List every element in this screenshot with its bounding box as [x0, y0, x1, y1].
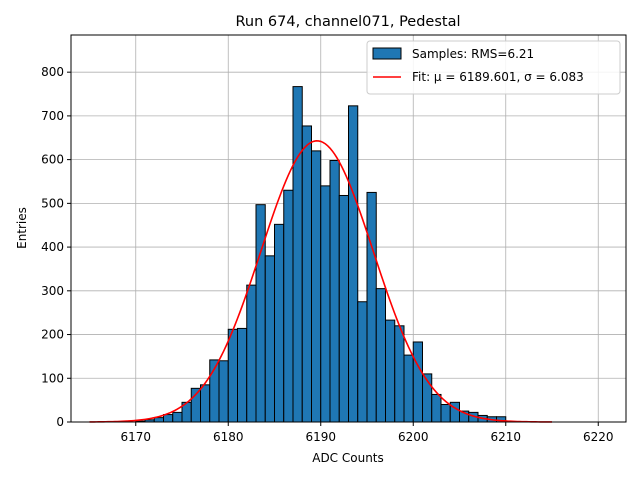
- histogram-bar: [403, 354, 414, 423]
- histogram-bar: [301, 125, 312, 423]
- x-tick-label: 6180: [213, 430, 244, 444]
- histogram-bar: [292, 86, 303, 423]
- y-tick-label: 0: [56, 415, 64, 429]
- histogram-bar: [163, 414, 174, 423]
- histogram-bar: [283, 189, 294, 423]
- bars-layer: [135, 86, 507, 423]
- histogram-bar: [348, 105, 359, 423]
- histogram-bar: [255, 204, 266, 423]
- histogram-bar: [338, 194, 349, 423]
- histogram-bar: [375, 288, 386, 423]
- histogram-bar: [357, 301, 368, 423]
- y-tick-label: 400: [41, 240, 64, 254]
- y-tick-label: 100: [41, 371, 64, 385]
- histogram-bar: [218, 360, 229, 423]
- histogram-bar: [385, 319, 396, 423]
- y-tick-label: 500: [41, 196, 64, 210]
- histogram-bar: [440, 404, 451, 423]
- histogram-bar: [412, 341, 423, 423]
- histogram-bar: [431, 393, 442, 423]
- legend-swatch-histogram: [372, 47, 402, 60]
- y-tick-label: 200: [41, 328, 64, 342]
- histogram-bar: [153, 417, 164, 423]
- plot-frame: [70, 34, 627, 423]
- histogram-bar: [320, 185, 331, 423]
- x-tick-label: 6190: [305, 430, 336, 444]
- y-tick-label: 300: [41, 284, 64, 298]
- histogram-bar: [394, 325, 405, 423]
- x-tick-label: 6170: [120, 430, 151, 444]
- histogram-bar: [329, 160, 340, 423]
- y-axis-label: Entries: [15, 207, 29, 249]
- x-tick-label: 6200: [398, 430, 429, 444]
- histogram-bar: [200, 384, 211, 423]
- x-tick-label: 6220: [583, 430, 614, 444]
- fit-curve: [89, 140, 552, 423]
- histogram-bar: [311, 150, 322, 423]
- histogram-bar: [172, 411, 183, 423]
- x-tick-label: 6210: [490, 430, 521, 444]
- histogram-bar: [246, 284, 257, 423]
- x-axis-label: ADC Counts: [312, 451, 384, 465]
- histogram-bar: [366, 191, 377, 423]
- chart-title: Run 674, channel071, Pedestal: [235, 14, 460, 30]
- legend: Samples: RMS=6.21 Fit: μ = 6189.601, σ =…: [366, 40, 621, 95]
- histogram-bar: [264, 255, 275, 423]
- y-tick-label: 800: [41, 65, 64, 79]
- legend-label-fit: Fit: μ = 6189.601, σ = 6.083: [412, 70, 584, 84]
- ticks-layer: 6170 6180 6190 6200 6210 6220 0 100 200 300 400 500…: [41, 65, 613, 444]
- legend-box: [366, 40, 621, 95]
- y-tick-label: 700: [41, 109, 64, 123]
- histogram-bar: [237, 327, 248, 423]
- legend-label-histogram: Samples: RMS=6.21: [412, 47, 534, 61]
- histogram-bar: [274, 223, 285, 423]
- y-tick-label: 600: [41, 153, 64, 167]
- histogram-bar: [227, 328, 238, 423]
